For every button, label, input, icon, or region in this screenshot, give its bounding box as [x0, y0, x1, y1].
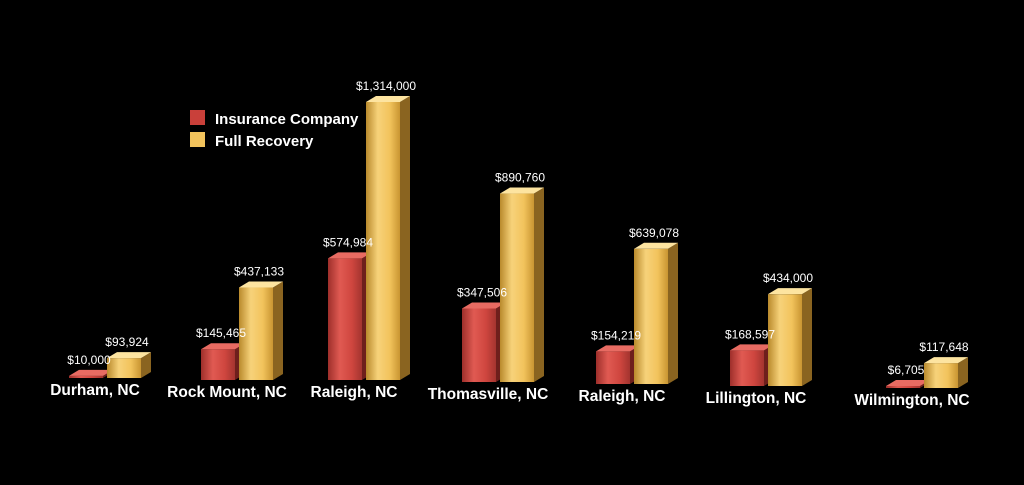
value-label-insurance-company-2: $574,984 — [323, 235, 373, 249]
bar-full-recovery-0-top — [107, 352, 151, 359]
bar-insurance-company-4-top — [596, 345, 640, 352]
value-label-insurance-company-1: $145,465 — [196, 326, 246, 340]
bar-insurance-company-0 — [69, 369, 113, 378]
category-label-2: Raleigh, NC — [311, 384, 398, 401]
bar-insurance-company-2-top — [328, 252, 372, 259]
bar-full-recovery-3-side — [534, 187, 544, 382]
bar-full-recovery-4-top — [634, 242, 678, 249]
legend-label-insurance-company: Insurance Company — [215, 111, 359, 128]
bar-full-recovery-1-side — [273, 281, 283, 380]
bar-insurance-company-0-top — [69, 369, 113, 376]
bar-insurance-company-1-front — [201, 349, 235, 380]
category-label-0: Durham, NC — [50, 382, 140, 399]
category-label-6: Wilmington, NC — [854, 392, 969, 409]
bar-full-recovery-5 — [768, 288, 812, 386]
bar-insurance-company-3 — [462, 302, 506, 382]
bar-full-recovery-4 — [634, 242, 678, 384]
bar-insurance-company-5-front — [730, 350, 764, 386]
legend: Insurance Company Full Recovery — [190, 110, 359, 150]
category-label-5: Lillington, NC — [706, 390, 807, 407]
bar-full-recovery-2-side — [400, 96, 410, 380]
bar-insurance-company-2 — [328, 252, 372, 380]
value-label-full-recovery-0: $93,924 — [105, 335, 149, 349]
category-label-1: Rock Mount, NC — [167, 384, 287, 401]
value-label-insurance-company-3: $347,506 — [457, 285, 507, 299]
value-label-insurance-company-5: $168,597 — [725, 327, 775, 341]
bar-insurance-company-5 — [730, 344, 774, 386]
value-label-full-recovery-5: $434,000 — [763, 271, 813, 285]
bar-full-recovery-3 — [500, 187, 544, 382]
bar-insurance-company-4-front — [596, 351, 630, 384]
value-label-full-recovery-1: $437,133 — [234, 265, 284, 279]
bar-full-recovery-6-top — [924, 357, 968, 364]
value-label-insurance-company-4: $154,219 — [591, 328, 641, 342]
legend-swatch-full-recovery — [190, 132, 205, 147]
bar-full-recovery-6-front — [924, 363, 958, 388]
bar-full-recovery-5-side — [802, 288, 812, 386]
bar-full-recovery-5-top — [768, 288, 812, 295]
bar-insurance-company-1 — [201, 343, 245, 380]
bar-insurance-company-3-top — [462, 302, 506, 309]
bar-full-recovery-2 — [366, 96, 410, 380]
value-label-full-recovery-3: $890,760 — [495, 171, 545, 185]
bar-full-recovery-2-top — [366, 96, 410, 102]
bar-full-recovery-3-front — [500, 193, 534, 382]
value-label-full-recovery-4: $639,078 — [629, 226, 679, 240]
bar-full-recovery-4-front — [634, 248, 668, 384]
bar-full-recovery-1 — [239, 281, 283, 380]
bar-insurance-company-0-front — [69, 375, 103, 378]
bar-full-recovery-4-side — [668, 242, 678, 384]
bar-full-recovery-1-top — [239, 281, 283, 288]
bar-full-recovery-0 — [107, 352, 151, 378]
bar-insurance-company-1-top — [201, 343, 245, 350]
bar-full-recovery-5-front — [768, 294, 802, 386]
bar-full-recovery-1-front — [239, 287, 273, 380]
value-label-full-recovery-2: $1,314,000 — [356, 79, 416, 93]
labels-layer: $10,000 $93,924 Durham, NC $145,465 $437,133… — [50, 79, 969, 409]
bar-insurance-company-6 — [886, 380, 930, 388]
legend-swatch-insurance-company — [190, 110, 205, 125]
value-label-full-recovery-6: $117,648 — [919, 340, 968, 354]
bar-full-recovery-0-front — [107, 358, 141, 378]
bar-full-recovery-6-side — [958, 357, 968, 388]
category-label-4: Raleigh, NC — [579, 388, 666, 405]
bar-insurance-company-2-front — [328, 258, 362, 380]
bar-insurance-company-4 — [596, 345, 640, 384]
bar-insurance-company-5-top — [730, 344, 774, 351]
legend-label-full-recovery: Full Recovery — [215, 133, 314, 150]
bar-full-recovery-3-top — [500, 187, 544, 194]
value-label-insurance-company-0: $10,000 — [67, 353, 111, 367]
bar-insurance-company-6-front — [886, 386, 920, 388]
category-label-3: Thomasville, NC — [428, 386, 549, 403]
bar-insurance-company-3-front — [462, 308, 496, 382]
bar-full-recovery-0-side — [141, 352, 151, 378]
bar-full-recovery-6 — [924, 357, 968, 388]
bar-insurance-company-6-top — [886, 380, 930, 386]
bars-layer — [69, 96, 968, 388]
bar-full-recovery-2-front — [366, 102, 400, 380]
value-label-insurance-company-6: $6,705 — [888, 363, 925, 377]
